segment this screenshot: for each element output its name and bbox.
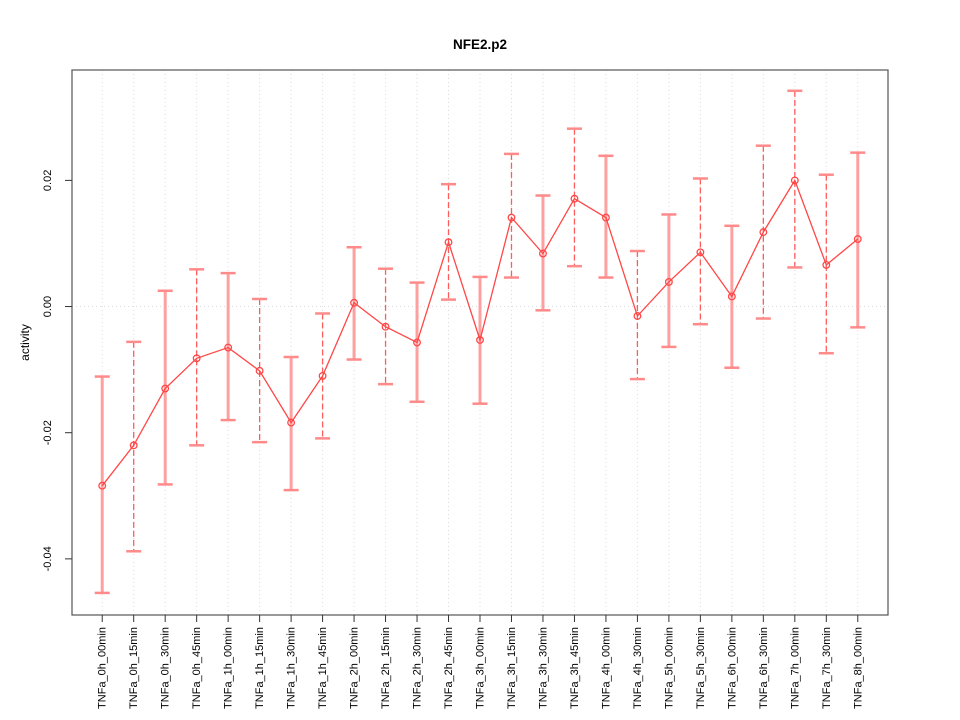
x-tick-label: TNFa_3h_30min	[537, 627, 549, 709]
x-tick-label: TNFa_1h_45min	[317, 627, 329, 709]
x-tick-label: TNFa_0h_45min	[191, 627, 203, 709]
x-tick-label: TNFa_4h_00min	[600, 627, 612, 709]
x-tick-label: TNFa_6h_30min	[758, 627, 770, 709]
data-point	[570, 194, 579, 203]
data-point	[759, 228, 768, 237]
data-point	[444, 238, 453, 247]
data-point	[476, 336, 484, 344]
x-tick-label: TNFa_2h_00min	[349, 627, 361, 709]
chart-title: NFE2.p2	[453, 37, 507, 52]
x-tick-label: TNFa_4h_30min	[632, 627, 644, 709]
data-point	[350, 298, 359, 307]
data-point	[287, 418, 296, 427]
x-tick-label: TNFa_6h_00min	[726, 627, 738, 709]
x-tick-label: TNFa_8h_00min	[852, 627, 864, 709]
data-point	[601, 213, 610, 222]
x-tick-label: TNFa_2h_15min	[380, 627, 392, 709]
data-point	[129, 441, 138, 450]
data-point	[664, 277, 673, 286]
y-tick-label: 0.00	[42, 296, 54, 317]
y-tick-label: -0.04	[42, 546, 54, 571]
data-point	[161, 384, 170, 393]
x-tick-label: TNFa_2h_45min	[443, 627, 455, 709]
x-tick-label: TNFa_2h_30min	[412, 627, 424, 709]
data-point	[727, 292, 736, 301]
x-tick-label: TNFa_7h_00min	[789, 627, 801, 709]
y-tick-label: -0.02	[42, 420, 54, 445]
data-point	[790, 176, 799, 185]
chart-layers: -0.04 -0.02 0.00 0.02 TNFa_0h_00min TNFa_0h_1…	[42, 69, 889, 709]
data-point	[413, 338, 421, 347]
data-point	[255, 366, 264, 375]
data-point	[822, 260, 831, 269]
x-tick-label: TNFa_1h_00min	[223, 627, 235, 709]
data-point	[539, 249, 547, 258]
x-tick-label: TNFa_0h_15min	[128, 627, 140, 709]
data-point	[98, 481, 107, 490]
data-point	[318, 371, 327, 380]
x-tick-label: TNFa_1h_15min	[254, 627, 266, 709]
x-tick-label: TNFa_3h_00min	[475, 627, 487, 709]
x-tick-label: TNFa_5h_00min	[663, 627, 675, 709]
data-point	[633, 312, 642, 320]
data-point	[696, 248, 705, 257]
data-point	[381, 322, 390, 331]
x-tick-label: TNFa_7h_30min	[821, 627, 833, 709]
x-tick-label: TNFa_0h_00min	[97, 627, 109, 709]
data-point	[507, 213, 516, 222]
y-tick-label: 0.02	[42, 170, 54, 191]
x-tick-label: TNFa_3h_45min	[569, 627, 581, 709]
x-tick-label: TNFa_3h_15min	[506, 627, 518, 709]
x-tick-label: TNFa_0h_30min	[160, 627, 172, 709]
data-point	[224, 343, 233, 352]
y-axis-title: activity	[18, 324, 32, 361]
x-tick-label: TNFa_5h_30min	[695, 627, 707, 709]
data-point	[853, 235, 862, 244]
data-line	[101, 178, 859, 487]
x-tick-label: TNFa_1h_30min	[286, 627, 298, 709]
data-point	[192, 354, 201, 363]
